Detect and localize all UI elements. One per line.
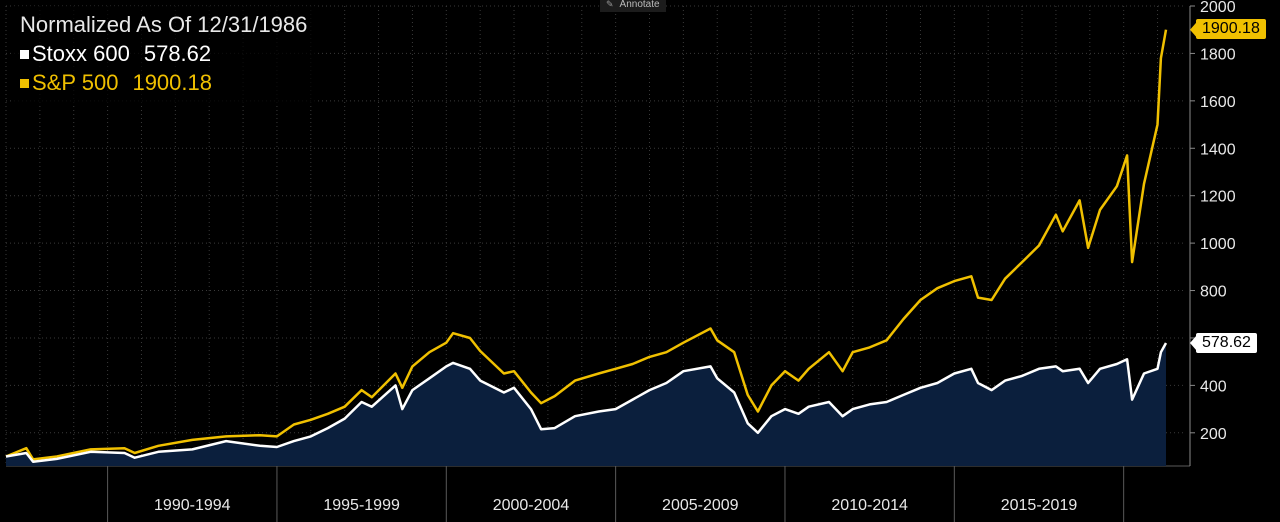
chart-title: Normalized As Of 12/31/1986 [20,12,308,37]
series-line-stoxx600 [5,342,1168,463]
y-tick-label: 1200 [1200,189,1236,206]
legend-item-stoxx[interactable]: Stoxx 600 578.62 [20,39,307,68]
legend-swatch-stoxx [20,50,29,59]
y-tick-label: 1400 [1200,141,1236,158]
legend-item-sp500[interactable]: S&P 500 1900.18 [20,68,307,97]
chart-legend: Normalized As Of 12/31/1986 Stoxx 600 57… [12,6,316,103]
y-tick-label: 1600 [1200,94,1236,111]
annotate-button[interactable]: ✎ Annotate [600,0,666,12]
series-line-sp500 [5,29,1168,461]
x-tick-label: 1990-1994 [154,497,231,514]
last-value-pointer-stoxx [1190,335,1197,352]
legend-value-sp500: 1900.18 [132,70,212,95]
legend-value-stoxx: 578.62 [143,41,212,66]
legend-swatch-sp500 [20,79,29,88]
x-tick-label: 2005-2009 [662,497,739,514]
y-tick-label: 1000 [1200,236,1236,253]
last-value-tag-sp500: 1900.18 [1196,19,1266,39]
last-value-tag-stoxx: 578.62 [1196,333,1257,353]
annotate-label: Annotate [619,0,660,10]
y-tick-label: 2000 [1200,0,1236,16]
x-tick-label: 2015-2019 [1001,497,1078,514]
x-tick-label: 1995-1999 [323,497,400,514]
last-value-pointer-sp500 [1190,21,1197,38]
x-tick-label: 2010-2014 [831,497,908,514]
y-tick-label: 200 [1200,426,1227,443]
stoxx-area-fill [6,343,1166,466]
legend-label-sp500: S&P 500 [32,70,119,95]
pencil-icon: ✎ [606,0,614,9]
legend-label-stoxx: Stoxx 600 [32,41,130,66]
y-tick-label: 400 [1200,378,1227,395]
y-tick-label: 1800 [1200,46,1236,63]
y-tick-label: 800 [1200,284,1227,301]
x-tick-label: 2000-2004 [493,497,570,514]
